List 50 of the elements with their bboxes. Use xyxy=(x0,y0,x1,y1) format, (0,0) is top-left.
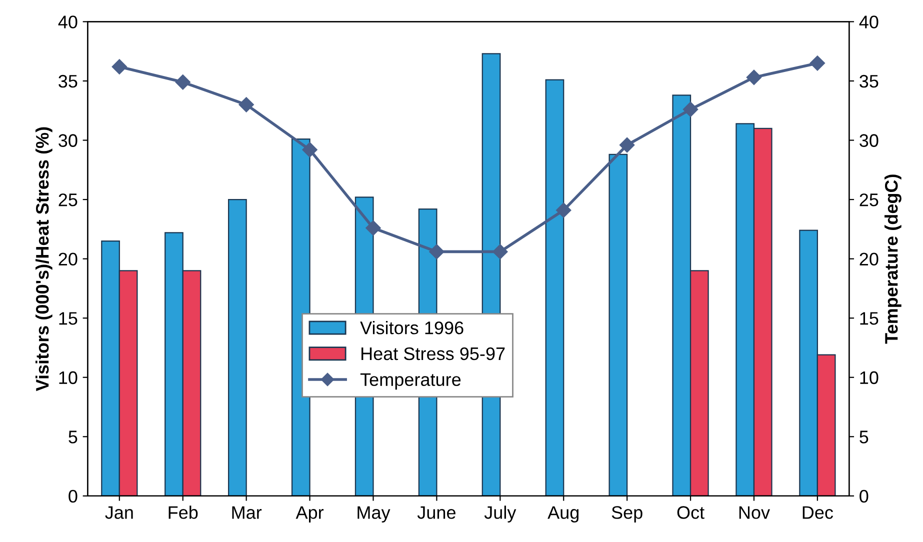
y-axis-title: Visitors (000's)/Heat Stress (%) xyxy=(35,127,52,392)
y-tick-label: 25 xyxy=(58,193,78,206)
y-tick-label: 5 xyxy=(68,430,78,444)
y2-tick-label: 20 xyxy=(860,252,878,266)
x-tick-label: Feb xyxy=(168,506,198,519)
point xyxy=(112,59,127,74)
point xyxy=(429,244,444,260)
bar xyxy=(545,79,564,496)
point xyxy=(492,244,508,260)
point xyxy=(302,142,318,158)
y2-tick-label: 25 xyxy=(860,193,878,206)
x-tick-label: Mar xyxy=(232,506,262,519)
x-tick-label: Apr xyxy=(296,506,324,522)
y-tick-label: 0 xyxy=(68,490,78,503)
y2-tick-label: 30 xyxy=(860,134,878,147)
point xyxy=(810,56,825,71)
point xyxy=(175,74,190,90)
point xyxy=(619,137,635,153)
bar xyxy=(228,198,247,496)
x-tick-label: Oct xyxy=(677,506,704,519)
legend-label: Temperature xyxy=(360,373,461,390)
point xyxy=(366,220,381,236)
x-tick-label: Aug xyxy=(548,506,579,522)
x-tick-label: May xyxy=(358,506,390,522)
x-tick-label: July xyxy=(484,506,516,522)
y-tick-label: 35 xyxy=(58,74,78,88)
x-tick-label: Jan xyxy=(105,506,133,519)
x-tick-label: Sep xyxy=(612,506,642,522)
point xyxy=(746,70,762,85)
y-tick-label: 40 xyxy=(58,16,78,28)
x-tick-label: Nov xyxy=(739,506,770,519)
point xyxy=(682,102,698,117)
bar xyxy=(608,154,628,496)
y-tick-label: 10 xyxy=(59,371,78,384)
point xyxy=(238,97,254,112)
x-tick-label: Dec xyxy=(802,506,834,519)
y-tick-label: 30 xyxy=(58,134,78,147)
y2-tick-label: 15 xyxy=(860,312,878,325)
point xyxy=(556,202,572,218)
y-tick-label: 20 xyxy=(58,252,78,266)
legend-label: Visitors 1996 xyxy=(360,321,464,334)
x-tick-label: June xyxy=(417,506,456,519)
y2-tick-label: 35 xyxy=(860,74,878,88)
y-tick-label: 15 xyxy=(59,312,78,325)
y2-tick-label: 0 xyxy=(860,490,868,503)
y2-axis-title: Temperature (degC) xyxy=(884,174,902,344)
legend-label: Heat Stress 95-97 xyxy=(362,347,505,360)
y2-tick-label: 40 xyxy=(859,16,878,28)
y2-tick-label: 5 xyxy=(860,430,868,444)
y2-tick-label: 10 xyxy=(860,371,878,384)
